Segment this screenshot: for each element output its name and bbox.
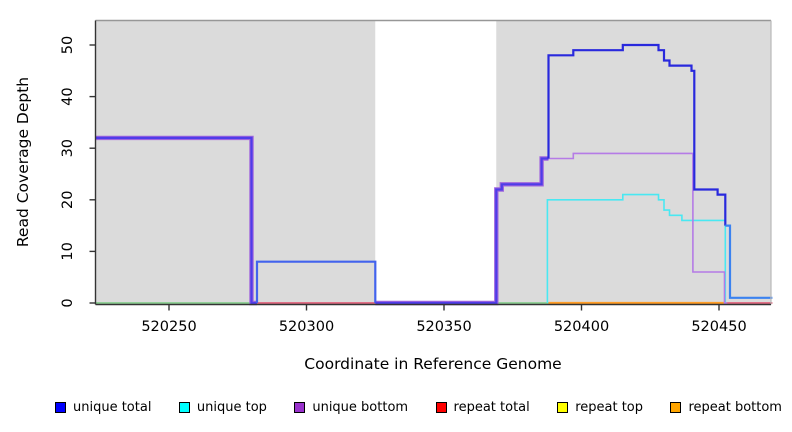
- legend-item-unique-top: unique top: [178, 399, 267, 415]
- legend-label: repeat bottom: [688, 399, 782, 415]
- series-unique-total-a: [95, 136, 257, 305]
- y-axis-title: Read Coverage Depth: [14, 77, 32, 247]
- legend-swatch-icon: [435, 401, 447, 413]
- series-unique-total-d: [547, 43, 727, 226]
- x-tick-label: 520400: [554, 319, 609, 335]
- y-tick-label: 0: [60, 298, 76, 307]
- legend-swatch-icon: [557, 401, 569, 413]
- y-tick-label: 30: [60, 139, 76, 157]
- legend-label: unique total: [73, 399, 152, 415]
- axis-tick-layer: 520250 520300 520350 520400 520450 0 10 20 30 40 5…: [60, 36, 747, 335]
- y-tick-label: 10: [60, 242, 76, 260]
- legend: unique total unique top unique bottom repea…: [55, 396, 782, 418]
- legend-item-unique-bottom: unique bottom: [294, 400, 408, 415]
- x-tick-label: 520300: [279, 319, 334, 335]
- x-axis-title: Coordinate in Reference Genome: [304, 355, 561, 373]
- series-unique-total-b: [255, 260, 377, 303]
- x-tick-label: 520450: [691, 319, 746, 335]
- legend-item-repeat-total: repeat total: [435, 399, 530, 415]
- shaded-region-layer: [95, 21, 771, 304]
- series-unique-bottom: [548, 152, 728, 304]
- x-tick-label: 520350: [416, 319, 471, 335]
- legend-swatch-icon: [294, 401, 306, 413]
- legend-label: repeat total: [453, 399, 530, 415]
- legend-swatch-icon: [55, 401, 66, 413]
- series-unique-total-c: [375, 157, 549, 305]
- plot-frame-layer: [94, 19, 772, 306]
- legend-swatch-icon: [178, 401, 190, 413]
- x-tick-label: 520250: [141, 319, 196, 335]
- legend-label: repeat top: [575, 399, 643, 415]
- legend-swatch-icon: [670, 401, 682, 413]
- series-unique-total-e: [725, 224, 773, 299]
- shaded-band: [95, 21, 376, 304]
- series-line-layer: [95, 43, 773, 306]
- legend-item-repeat-top: repeat top: [557, 400, 643, 415]
- y-tick-label: 50: [60, 36, 76, 54]
- legend-item-unique-total: unique total: [55, 400, 151, 415]
- legend-label: unique top: [196, 399, 267, 415]
- y-tick-label: 40: [60, 87, 76, 105]
- legend-label: unique bottom: [312, 399, 409, 415]
- legend-item-repeat-bottom: repeat bottom: [670, 400, 782, 415]
- series-unique-top: [546, 193, 727, 303]
- y-tick-label: 20: [60, 191, 76, 209]
